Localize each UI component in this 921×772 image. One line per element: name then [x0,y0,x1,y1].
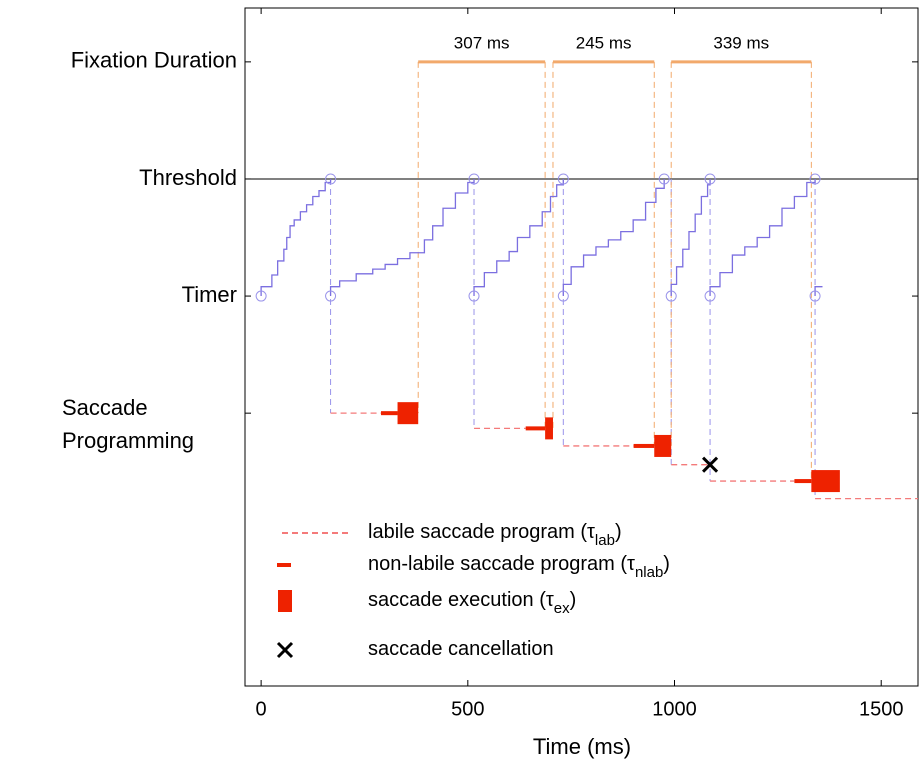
threshold-hit [809,173,821,185]
legend-label: labile saccade program (τlab) [368,521,622,549]
x-tick-label: 1500 [859,698,904,720]
threshold-hit [658,173,670,185]
nonlabile-program [525,426,546,431]
threshold-hit [704,173,716,185]
fixation-label: 307 ms [454,33,510,52]
timer-walk [329,178,475,297]
timer-start [665,290,677,302]
timer-start [255,290,267,302]
legend-text-part: lab [595,532,615,549]
nonlabile-program [381,411,398,416]
legend-swatch [277,563,291,567]
x-axis-label: Time (ms) [533,734,631,759]
legend-text-part: ) [663,553,670,575]
saccade-execution [811,470,840,493]
timer-start [704,290,716,302]
saccade-cancel [702,456,719,473]
timer-walk [260,178,332,297]
timer-walk [670,178,711,297]
timer-start [468,290,480,302]
legend-text-part: non-labile saccade program (τ [368,553,635,575]
x-tick-label: 1000 [652,698,697,720]
x-tick-label: 0 [256,698,267,720]
timer-start [557,290,569,302]
timer-walk [562,178,665,297]
x-tick-label: 500 [451,698,484,720]
legend-text-part: saccade cancellation [368,638,554,660]
threshold-hit [557,173,569,185]
legend-text-part: nlab [635,564,663,581]
legend-label: saccade cancellation [368,638,554,660]
threshold-hit [468,173,480,185]
timer-start [809,290,821,302]
legend-text-part: ) [570,589,577,611]
saccade-execution [654,434,672,457]
y-tick-label: Timer [182,282,237,307]
timer-walk [473,178,564,297]
saccade-execution [397,402,419,425]
y-tick-label: Saccade Programming [62,395,194,453]
legend-text-part: ex [554,600,570,617]
legend-text-part: ) [615,521,622,543]
timer-start [325,290,337,302]
threshold-hit [325,173,337,185]
timer-walk [709,178,816,297]
nonlabile-program [794,479,812,484]
legend-text-part: labile saccade program (τ [368,521,595,543]
nonlabile-program [633,443,655,448]
legend-text-part: saccade execution (τ [368,589,554,611]
plot-frame [244,7,919,687]
legend-label: non-labile saccade program (τnlab) [368,553,670,581]
legend-swatch [276,641,294,659]
y-tick-label: Fixation Duration [71,48,237,73]
timer-walk [814,286,823,297]
fixation-label: 339 ms [713,33,769,52]
y-tick-label: Threshold [139,165,237,190]
saccade-execution [545,417,553,440]
legend-swatch [278,590,292,612]
legend-label: saccade execution (τex) [368,589,576,617]
fixation-label: 245 ms [576,33,632,52]
